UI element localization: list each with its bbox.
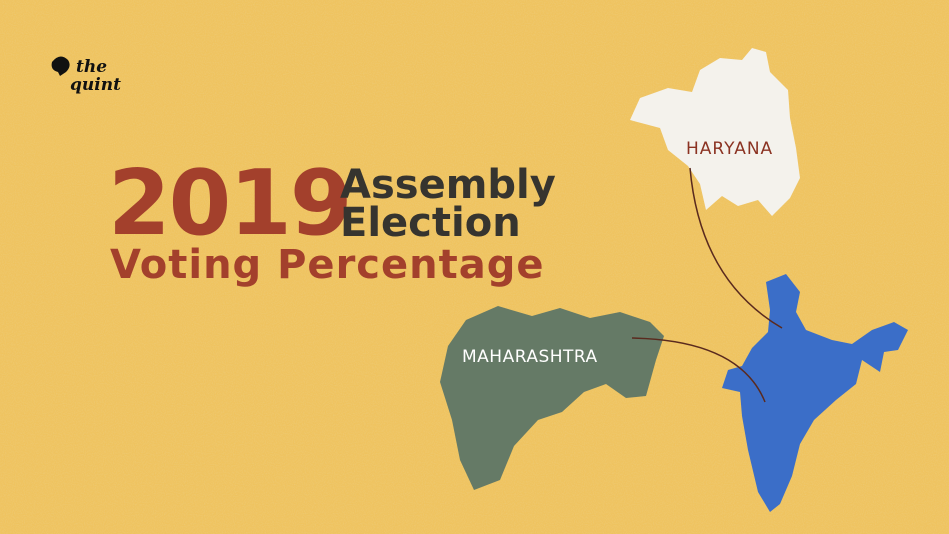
- india-map: [722, 274, 908, 512]
- title-line: Election: [340, 200, 521, 246]
- connector: [631, 337, 766, 403]
- haryana-map: [630, 48, 800, 216]
- subtitle: Voting Percentage: [110, 242, 544, 288]
- state-label: MAHARASHTRA: [462, 347, 598, 367]
- state-label: HARYANA: [686, 139, 773, 159]
- logo-icon: [51, 56, 70, 76]
- logo-text: quint: [70, 75, 121, 95]
- logo: the quint: [51, 56, 121, 95]
- logo-text: the: [76, 57, 107, 77]
- maharashtra-map: [440, 306, 664, 490]
- year: 2019: [108, 151, 351, 256]
- title-line: Assembly: [340, 162, 556, 208]
- connector: [689, 167, 783, 329]
